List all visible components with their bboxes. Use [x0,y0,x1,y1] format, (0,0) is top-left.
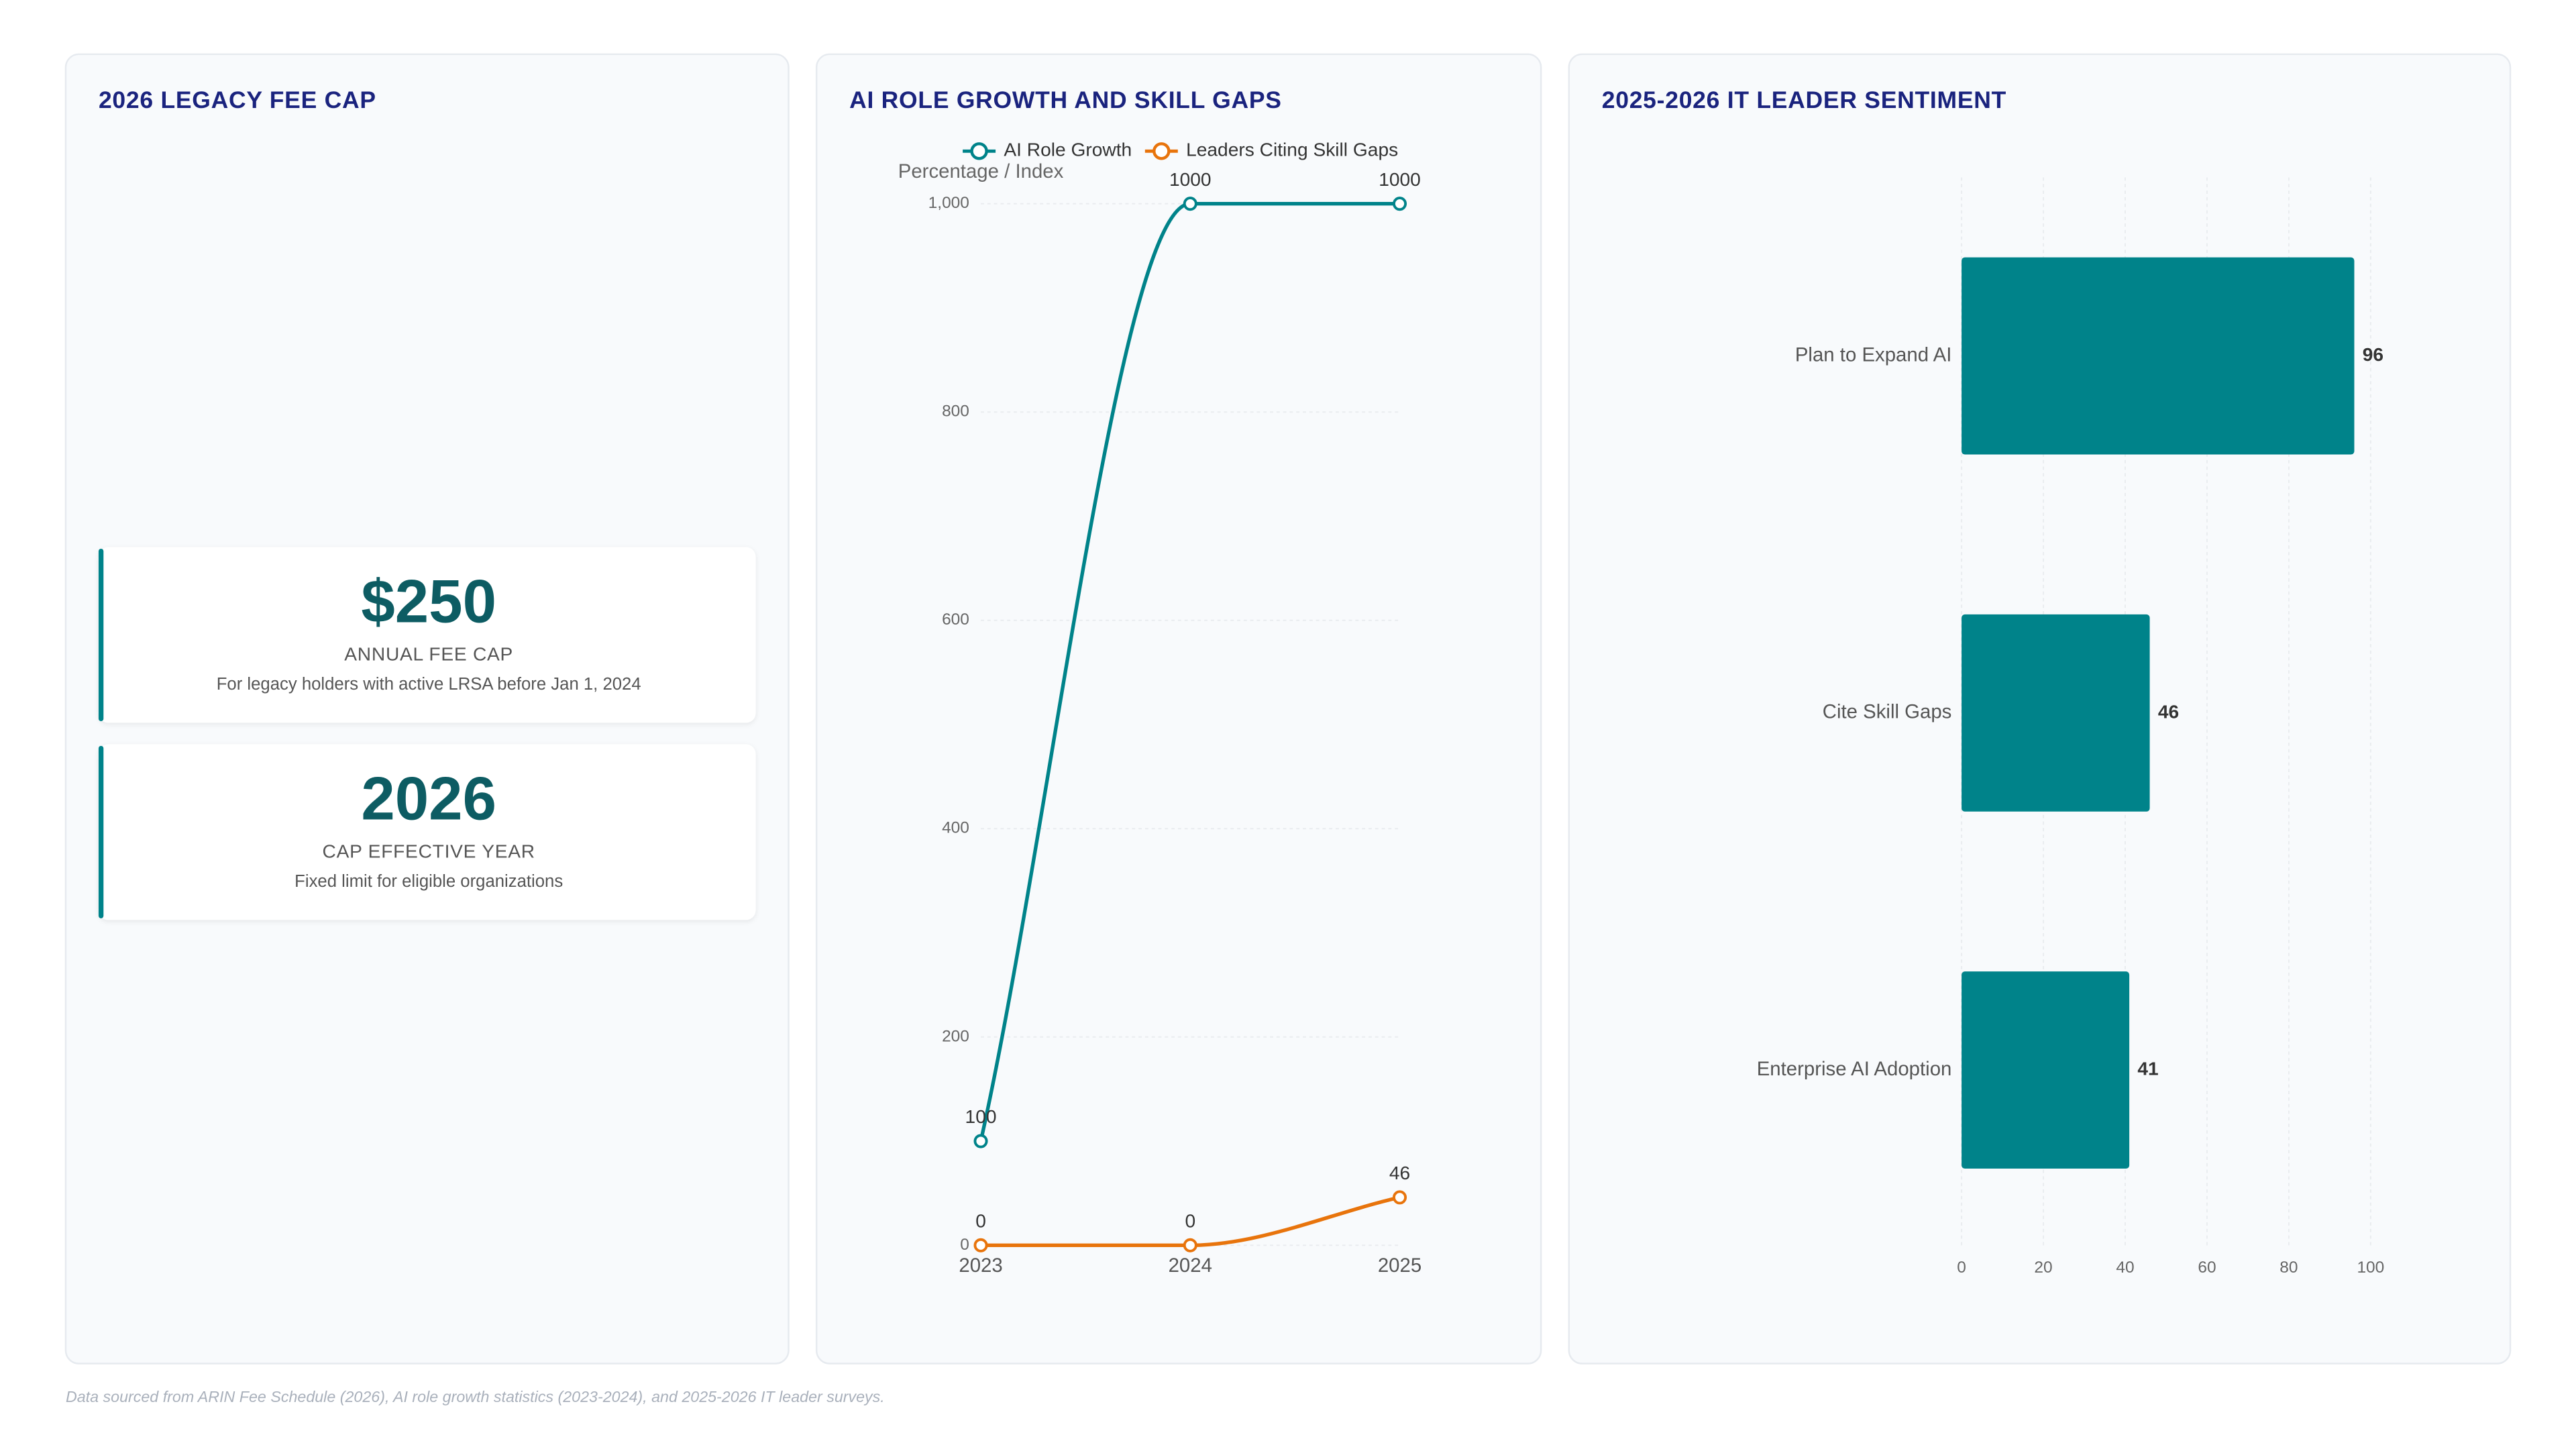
kpi-note: For legacy holders with active LRSA befo… [217,675,641,694]
kpi-value: $250 [361,568,496,636]
data-label: 0 [975,1210,986,1231]
kpi-accent [98,745,104,918]
y-tick-label: 1,000 [928,194,969,212]
x-tick-label: 100 [2357,1258,2384,1277]
data-label: 46 [2158,701,2179,722]
legend-label: Leaders Citing Skill Gaps [1186,140,1398,160]
data-label: 96 [2363,344,2383,365]
category-label: Plan to Expand AI [1795,343,1952,366]
kpi-accent [98,548,104,722]
line-point [973,1134,988,1148]
kpi-card [98,744,756,920]
kpi-note: Fixed limit for eligible organizations [294,872,563,891]
data-label: 100 [965,1106,997,1127]
kpi-label: ANNUAL FEE CAP [344,644,513,665]
x-tick-label: 60 [2198,1258,2216,1277]
legend-marker [1152,142,1171,160]
y-tick-label: 0 [960,1236,969,1254]
x-tick-label: 2024 [1169,1254,1212,1277]
panel-title: AI ROLE GROWTH AND SKILL GAPS [849,87,1282,113]
data-label: 0 [1185,1210,1195,1231]
y-tick-label: 200 [942,1027,969,1045]
bar [1962,257,2355,455]
data-label: 41 [2137,1059,2158,1079]
bar [1962,614,2150,812]
y-axis-title: Percentage / Index [898,160,1064,182]
data-label: 1000 [1169,169,1212,190]
line-point [973,1238,988,1252]
x-tick-label: 20 [2034,1258,2052,1277]
panel-title: 2025-2026 IT LEADER SENTIMENT [1602,87,2006,113]
line-point [1393,197,1407,211]
kpi-value: 2026 [361,765,496,833]
x-tick-label: 40 [2116,1258,2134,1277]
y-tick-label: 800 [942,402,969,421]
kpi-card [98,547,756,723]
footer: Data sourced from ARIN Fee Schedule (202… [66,1388,885,1405]
x-tick-label: 80 [2279,1258,2298,1277]
x-tick-label: 2025 [1378,1254,1421,1277]
category-label: Enterprise AI Adoption [1757,1058,1952,1080]
data-label: 46 [1389,1163,1410,1183]
line-point [1183,1238,1197,1252]
y-tick-label: 600 [942,610,969,629]
bar [1962,971,2130,1169]
legend-marker [970,142,988,160]
y-tick-label: 400 [942,819,969,837]
x-tick-label: 2023 [959,1254,1002,1277]
line-series [979,201,1400,1142]
line-point [1183,197,1197,211]
kpi-label: CAP EFFECTIVE YEAR [323,841,535,861]
panel-title: 2026 LEGACY FEE CAP [99,87,376,113]
data-label: 1000 [1379,169,1421,190]
line-point [1393,1190,1407,1205]
x-tick-label: 0 [1957,1258,1966,1277]
category-label: Cite Skill Gaps [1823,701,1952,723]
line-panel [815,53,1542,1364]
legend-label: AI Role Growth [1004,140,1132,160]
